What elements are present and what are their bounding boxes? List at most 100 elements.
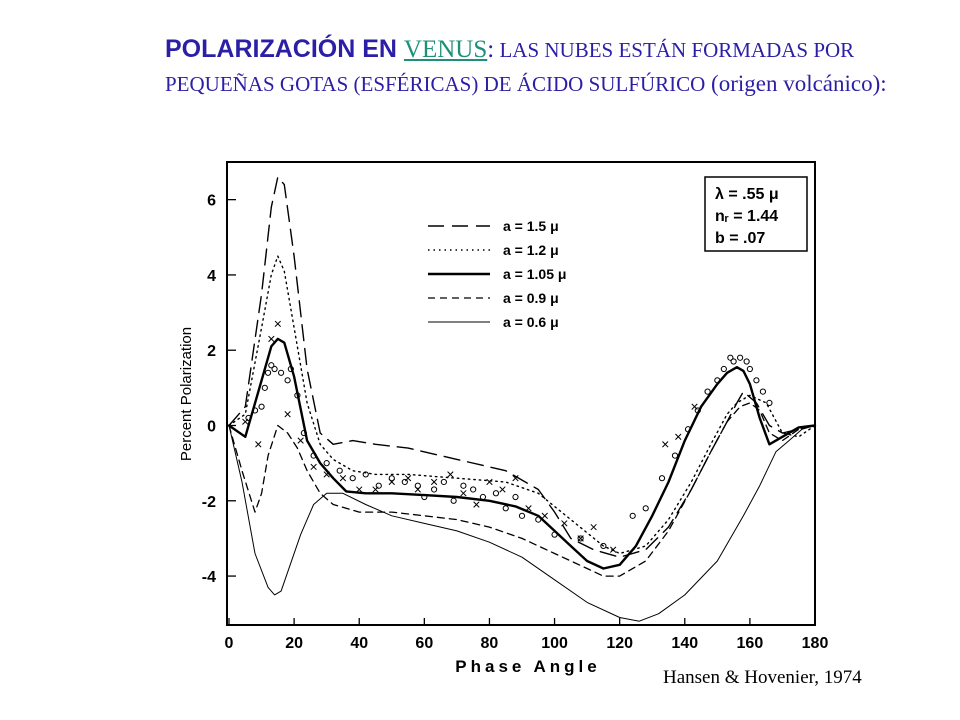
observation-circle xyxy=(518,512,526,519)
title-rest-lower: (origen volcánico): xyxy=(705,71,887,96)
observation-circle xyxy=(264,369,272,376)
observation-cross xyxy=(675,433,682,440)
y-tick-label: 4 xyxy=(207,268,216,285)
y-tick-label: -4 xyxy=(202,569,216,586)
y-tick-label: 0 xyxy=(207,418,216,435)
slide-title: POLARIZACIÓN EN VENUS: LAS NUBES ESTÁN F… xyxy=(165,32,925,101)
observation-circle xyxy=(492,490,500,497)
observation-cross xyxy=(662,441,669,448)
observation-cross xyxy=(499,486,506,493)
observation-cross xyxy=(561,520,568,527)
x-axis-label: Phase Angle xyxy=(455,657,600,676)
legend-label-0: a = 1.5 μ xyxy=(503,218,559,234)
info-box-line-2: b = .07 xyxy=(715,230,765,247)
observation-circle xyxy=(251,407,259,414)
observation-circle xyxy=(759,388,767,395)
observation-circle xyxy=(600,542,607,550)
observation-cross xyxy=(590,523,597,531)
y-axis-label: Percent Polarization xyxy=(178,327,195,461)
observation-circle xyxy=(753,377,760,384)
observation-circle xyxy=(714,377,721,384)
observation-circle xyxy=(730,358,737,365)
observation-circle xyxy=(671,452,679,459)
observation-cross xyxy=(284,411,291,418)
observation-circle xyxy=(294,392,301,399)
observation-circle xyxy=(642,505,649,512)
x-tick-label: 80 xyxy=(481,635,499,652)
observation-circle xyxy=(479,493,487,501)
title-colon: : xyxy=(487,36,495,63)
observation-circle xyxy=(577,535,584,542)
observation-circle xyxy=(421,493,428,501)
observation-cross xyxy=(525,505,532,512)
observation-cross xyxy=(541,512,548,519)
observation-circle xyxy=(336,467,343,474)
legend-label-4: a = 0.6 μ xyxy=(503,314,559,330)
x-tick-label: 100 xyxy=(541,635,568,652)
y-tick-label: -2 xyxy=(202,494,216,511)
observation-circle xyxy=(245,414,252,422)
observation-circle xyxy=(310,452,317,459)
plot-frame xyxy=(226,161,816,626)
observation-cross xyxy=(242,418,249,425)
observation-circle xyxy=(268,362,275,369)
observation-circle xyxy=(551,531,558,538)
x-tick-label: 120 xyxy=(606,635,633,652)
observation-cross xyxy=(460,490,467,497)
observation-circle xyxy=(277,369,285,376)
observation-cross xyxy=(512,475,519,482)
info-box-line-0: λ = .55 μ xyxy=(715,186,779,203)
observation-cross xyxy=(323,471,330,478)
observation-circle xyxy=(388,475,395,482)
observation-circle xyxy=(737,354,744,361)
observation-cross xyxy=(297,437,304,444)
observation-circle xyxy=(323,460,330,467)
observation-circle xyxy=(512,493,519,501)
observation-circle xyxy=(261,384,268,391)
observation-circle xyxy=(727,354,734,361)
observation-cross xyxy=(691,403,698,410)
observation-cross xyxy=(372,486,379,493)
info-box-line-1: nᵣ = 1.44 xyxy=(715,208,778,225)
observation-cross xyxy=(274,320,281,328)
venus-link[interactable]: VENUS xyxy=(403,36,488,63)
observation-circle xyxy=(284,377,291,384)
observation-circle xyxy=(658,475,666,482)
observation-circle xyxy=(684,426,692,433)
y-tick-label: 6 xyxy=(207,193,216,210)
series-line-1 xyxy=(228,255,816,555)
x-tick-label: 40 xyxy=(350,635,368,652)
observation-cross xyxy=(610,546,617,553)
observation-circle xyxy=(401,478,408,486)
observation-circle xyxy=(258,403,265,410)
observation-cross xyxy=(255,441,262,448)
observation-circle xyxy=(535,516,542,523)
observation-circle xyxy=(743,358,750,365)
observation-cross xyxy=(388,478,395,486)
observation-circle xyxy=(440,478,447,486)
observation-circle xyxy=(746,365,753,373)
observation-cross xyxy=(577,535,584,542)
y-tick-label: 2 xyxy=(207,343,216,360)
observation-cross xyxy=(310,463,317,471)
observation-cross xyxy=(404,475,412,482)
observation-circle xyxy=(362,471,369,478)
observation-cross xyxy=(473,501,480,508)
info-box xyxy=(704,176,808,252)
x-tick-label: 160 xyxy=(737,635,764,652)
observation-circle xyxy=(271,365,278,373)
legend-label-3: a = 0.9 μ xyxy=(503,290,559,306)
observation-cross xyxy=(268,335,275,343)
observation-cross xyxy=(486,478,493,486)
observation-circle xyxy=(431,486,438,493)
series-line-0 xyxy=(228,176,816,558)
series-line-3 xyxy=(228,402,816,577)
series-line-2 xyxy=(227,337,817,570)
observation-circle xyxy=(375,482,382,489)
legend-label-1: a = 1.2 μ xyxy=(503,242,559,258)
x-tick-label: 60 xyxy=(415,635,433,652)
x-tick-label: 140 xyxy=(671,635,698,652)
observation-cross xyxy=(356,486,363,493)
observation-circle xyxy=(414,482,421,489)
observation-circle xyxy=(629,512,636,519)
